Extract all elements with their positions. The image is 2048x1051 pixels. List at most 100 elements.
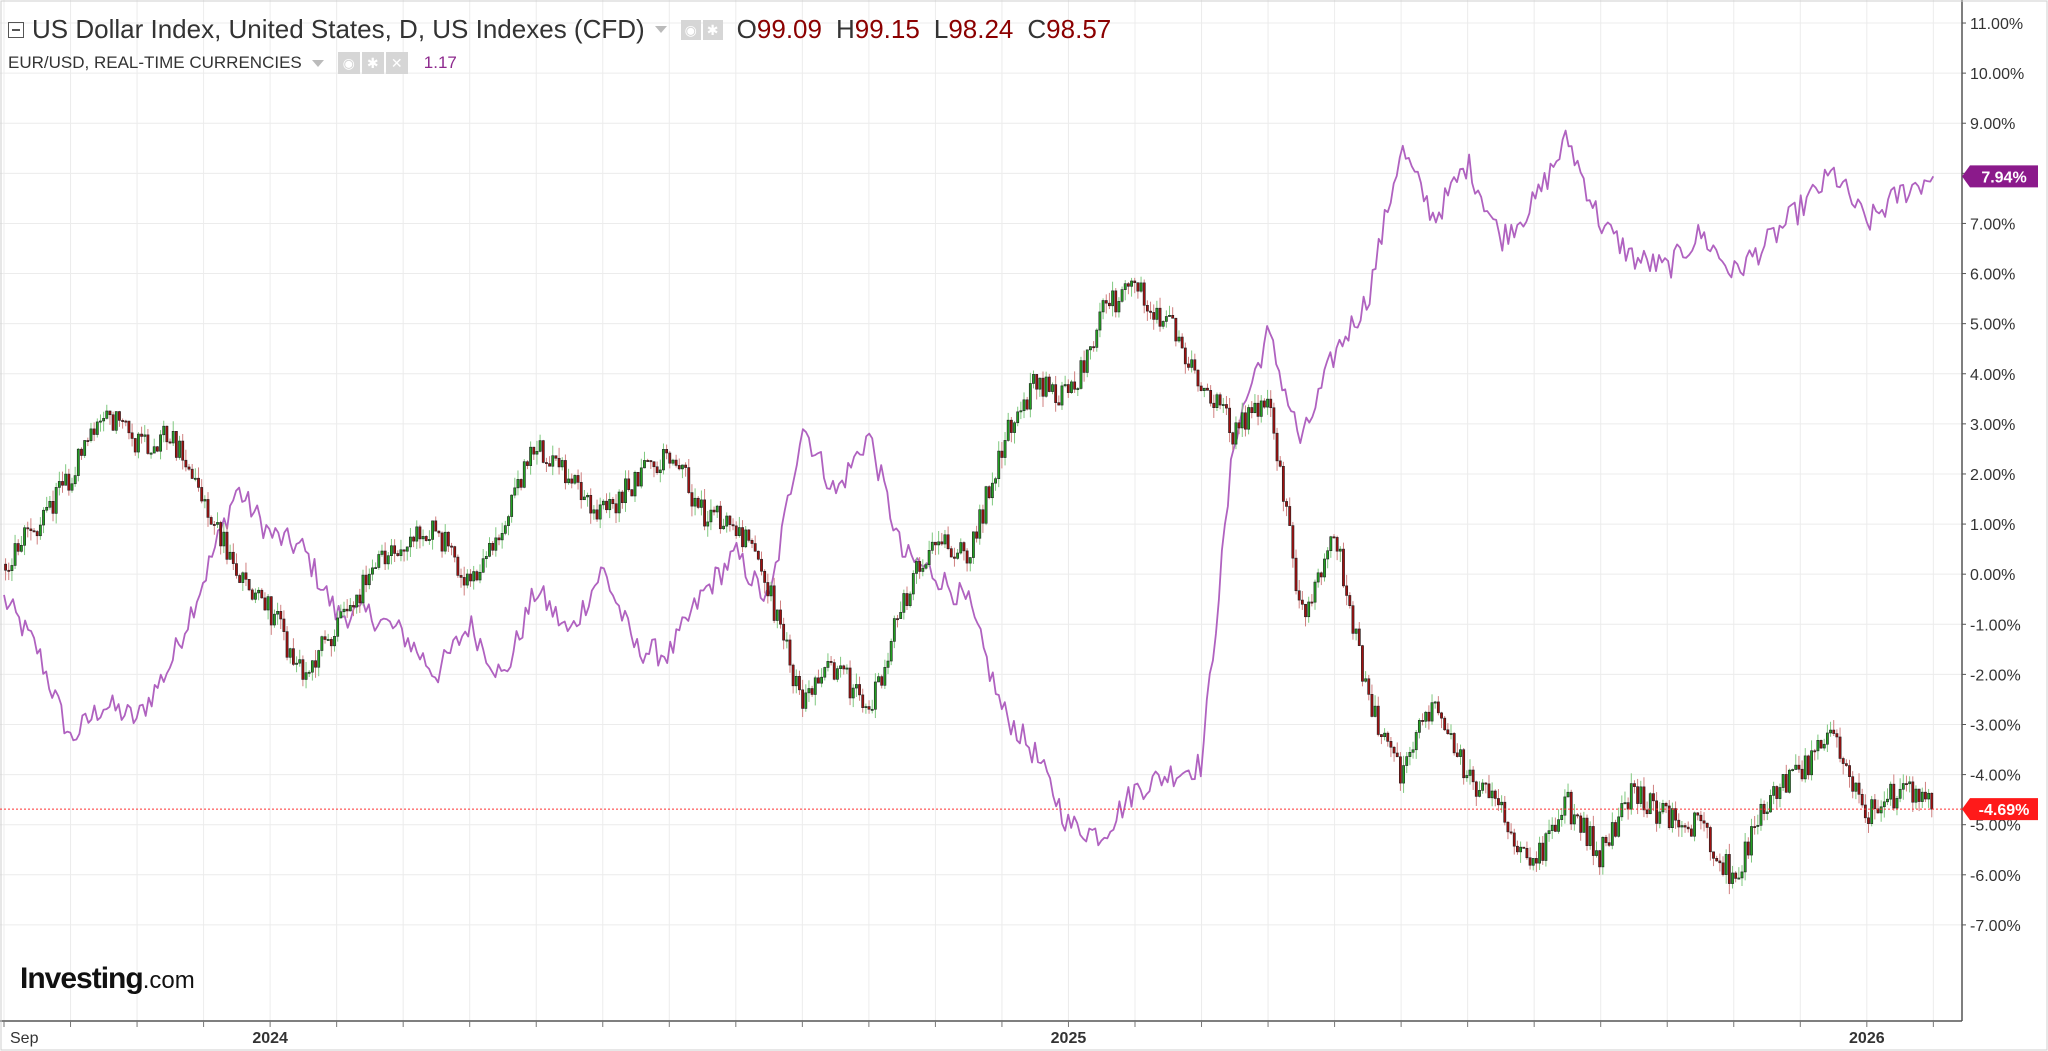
- candle-body: [624, 478, 627, 504]
- dxy-candle: [870, 699, 874, 714]
- dxy-candle: [241, 571, 245, 591]
- dxy-candle: [1234, 416, 1238, 450]
- dxy-candle: [1307, 596, 1311, 623]
- candle-body: [813, 677, 817, 695]
- dxy-candle: [108, 410, 112, 425]
- dxy-candle: [174, 431, 178, 461]
- candle-body: [1525, 847, 1529, 859]
- last-value-badge: -4.69%: [1962, 798, 2038, 821]
- dxy-candle: [184, 449, 188, 472]
- candle-body: [760, 558, 763, 572]
- candle-body: [1120, 289, 1124, 302]
- dxy-candle: [76, 447, 80, 482]
- dxy-candle: [801, 679, 805, 718]
- candle-body: [1519, 846, 1523, 853]
- dxy-candle: [760, 551, 763, 576]
- candle-body: [228, 551, 232, 560]
- candle-body: [434, 520, 438, 532]
- dxy-candle: [934, 541, 937, 556]
- candle-body: [1085, 349, 1089, 373]
- dxy-candle: [665, 444, 669, 460]
- candle-body: [896, 618, 899, 621]
- candle-body: [1784, 774, 1788, 793]
- dxy-candle: [620, 489, 624, 509]
- dxy-candle: [29, 518, 33, 541]
- visibility-icon[interactable]: ◉: [680, 19, 701, 40]
- dxy-candle: [557, 447, 561, 475]
- dxy-candle: [472, 565, 476, 590]
- secondary-series-value: 1.17: [423, 53, 457, 72]
- candle-body: [1436, 701, 1440, 714]
- candle-body: [345, 608, 349, 612]
- gear-icon[interactable]: ✱: [702, 19, 723, 40]
- candle-body: [722, 525, 725, 530]
- dxy-candle: [1139, 276, 1143, 293]
- dxy-candle: [1756, 814, 1760, 835]
- chevron-down-icon[interactable]: [311, 59, 324, 67]
- candle-body: [1778, 787, 1782, 799]
- candle-body: [1095, 329, 1099, 348]
- candle-body: [105, 410, 109, 419]
- visibility-icon[interactable]: ◉: [337, 52, 360, 74]
- y-tick-label: -7.00%: [1970, 918, 2021, 935]
- chevron-down-icon[interactable]: [654, 26, 667, 33]
- dxy-candle: [1433, 700, 1437, 709]
- candle-body: [1190, 359, 1194, 368]
- dxy-candle: [807, 680, 811, 702]
- dxy-candle: [880, 674, 884, 689]
- candle-body: [273, 613, 276, 626]
- candle-body: [450, 545, 453, 548]
- dxy-candle: [693, 488, 697, 516]
- candle-body: [380, 550, 384, 555]
- dxy-candle: [1930, 792, 1934, 818]
- dxy-candle: [1130, 277, 1133, 297]
- candle-body: [1718, 860, 1722, 864]
- dxy-candle: [1629, 773, 1633, 815]
- dxy-candle: [1807, 754, 1810, 780]
- dxy-candle: [304, 662, 308, 689]
- candle-body: [437, 530, 441, 534]
- dxy-candle: [1221, 397, 1225, 413]
- dxy-candle: [1430, 694, 1434, 725]
- brand-suffix: .com: [142, 967, 195, 994]
- dxy-candle: [333, 629, 336, 652]
- dxy-candle: [560, 457, 564, 471]
- dxy-candle: [99, 414, 102, 432]
- dxy-candle: [193, 468, 197, 482]
- candle-body: [1171, 315, 1175, 319]
- candle-body: [1247, 407, 1250, 430]
- dxy-candle: [1873, 794, 1877, 820]
- dxy-candle: [1133, 277, 1137, 294]
- candle-body: [734, 525, 738, 536]
- dxy-candle: [747, 529, 751, 543]
- candle-body: [1807, 755, 1810, 776]
- dxy-candle: [1544, 831, 1548, 867]
- candle-body: [1047, 376, 1051, 392]
- low-value: 98.24: [948, 14, 1014, 44]
- dxy-candle: [168, 438, 172, 445]
- dxy-candle: [216, 512, 219, 529]
- candle-body: [586, 494, 589, 498]
- candle-body: [1851, 776, 1855, 792]
- candle-body: [1459, 749, 1462, 757]
- candle-body: [839, 665, 842, 669]
- dxy-candle: [987, 485, 991, 500]
- dxy-candle: [614, 494, 618, 524]
- dxy-candle: [1047, 373, 1051, 393]
- dxy-candle: [1291, 521, 1295, 568]
- dxy-candle: [1689, 824, 1693, 837]
- dxy-candle: [1259, 395, 1263, 423]
- candle-body: [1443, 717, 1447, 731]
- gear-icon[interactable]: ✱: [361, 52, 384, 74]
- close-icon[interactable]: ✕: [385, 52, 408, 74]
- candle-body: [1636, 786, 1640, 804]
- dxy-candle: [178, 435, 181, 460]
- dxy-candle: [380, 544, 384, 557]
- dxy-candle: [1901, 774, 1905, 800]
- candle-body: [934, 541, 937, 546]
- dxy-candle: [567, 468, 570, 485]
- collapse-icon[interactable]: [8, 21, 24, 38]
- candle-body: [174, 431, 178, 458]
- dxy-candle: [1114, 288, 1118, 318]
